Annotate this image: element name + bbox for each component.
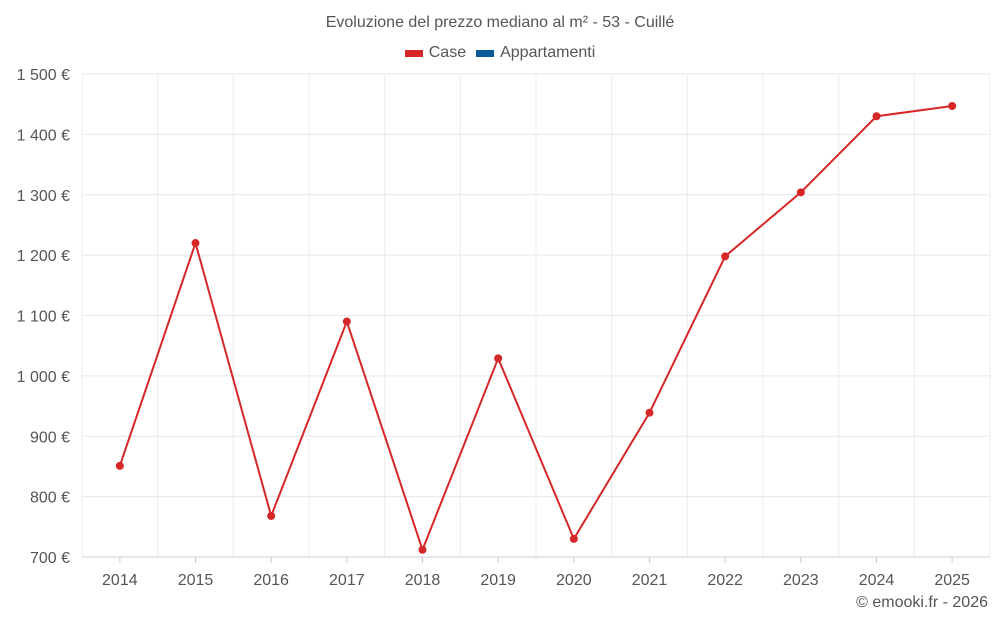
legend-swatch-appartamenti [476,49,495,57]
data-point [569,534,578,543]
y-tick-label: 700 € [30,550,70,567]
series-line-0 [118,105,953,551]
legend-item-appartamenti[interactable]: Appartamenti [476,44,595,62]
data-point [115,461,124,470]
data-point [948,101,957,110]
x-tick-label: 2020 [556,572,592,589]
data-point [796,188,805,197]
x-tick-label: 2018 [405,572,441,589]
x-tick-label: 2025 [934,572,970,589]
credit-text: © emooki.fr - 2026 [856,594,988,611]
data-point [418,545,427,554]
legend-swatch-case [404,49,423,57]
data-point [342,317,351,326]
x-tick-label: 2016 [253,572,289,589]
x-tick-label: 2021 [632,572,668,589]
x-tick-label: 2024 [859,572,895,589]
y-tick-label: 1 100 € [17,309,70,326]
x-tick-label: 2015 [178,572,214,589]
chart-title: Evoluzione del prezzo mediano al m² - 53… [325,14,675,31]
x-tick-label: 2023 [783,572,819,589]
data-point [872,112,881,121]
y-tick-label: 900 € [30,429,70,446]
y-tick-label: 1 200 € [17,248,70,265]
y-tick-label: 1 500 € [17,67,70,84]
data-point [494,354,503,363]
y-tick-label: 1 300 € [17,188,70,205]
legend-item-case[interactable]: Case [404,44,467,62]
x-tick-label: 2017 [329,572,365,589]
legend-label-case: Case [428,44,467,61]
x-tick-label: 2019 [480,572,516,589]
data-point [721,252,730,261]
data-point [191,239,200,248]
chart-legend: Case Appartamenti [0,44,1000,62]
x-tick-label: 2014 [102,572,138,589]
data-point [645,408,654,417]
x-tick-label: 2022 [707,572,743,589]
data-point [267,511,276,520]
y-tick-label: 1 000 € [17,369,70,386]
y-tick-label: 800 € [30,490,70,507]
legend-label-appartamenti: Appartamenti [500,44,596,61]
y-tick-label: 1 400 € [17,127,70,144]
